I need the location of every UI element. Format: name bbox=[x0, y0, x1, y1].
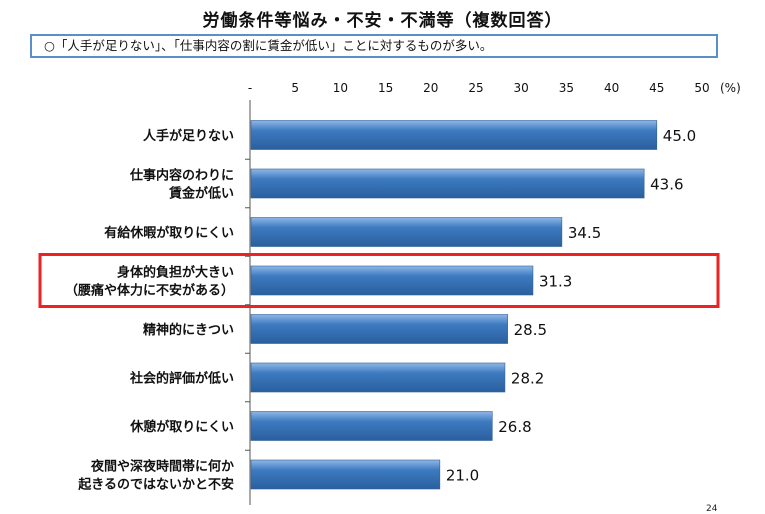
x-tick-label: 15 bbox=[378, 81, 393, 95]
x-tick-label: 10 bbox=[333, 81, 348, 95]
bar bbox=[250, 459, 441, 490]
category-label: 賃金が低い bbox=[168, 186, 234, 202]
highlight-box bbox=[38, 253, 720, 308]
category-label: 起きるのではないかと不安 bbox=[77, 477, 234, 493]
bar-value-label: 43.6 bbox=[650, 176, 683, 194]
x-tick-label: 40 bbox=[604, 81, 619, 95]
bar-value-label: 26.8 bbox=[498, 418, 531, 436]
category-label: 夜間や深夜時間帯に何か bbox=[90, 459, 234, 475]
category-label: 人手が足りない bbox=[143, 128, 234, 144]
x-tick-label: 30 bbox=[514, 81, 529, 95]
category-label: 精神的にきつい bbox=[143, 322, 234, 338]
bar bbox=[250, 411, 493, 441]
bar bbox=[250, 314, 508, 344]
x-tick-label: 5 bbox=[291, 81, 299, 95]
x-tick-label: 20 bbox=[423, 81, 438, 95]
bar-value-label: 34.5 bbox=[568, 224, 601, 242]
bar-value-label: 21.0 bbox=[446, 467, 479, 485]
bar-value-label: 28.5 bbox=[514, 321, 547, 339]
x-tick-label: 50 bbox=[694, 81, 709, 95]
bar bbox=[250, 265, 534, 296]
x-axis-unit-label: (%) bbox=[720, 81, 741, 95]
x-tick-label: - bbox=[248, 81, 252, 95]
category-label: 休憩が取りにくい bbox=[129, 419, 234, 435]
x-tick-label: 35 bbox=[559, 81, 574, 95]
x-tick-label: 25 bbox=[468, 81, 483, 95]
bar bbox=[250, 362, 506, 393]
bar-value-label: 45.0 bbox=[663, 127, 696, 145]
bar bbox=[250, 217, 563, 247]
category-label: 社会的評価が低い bbox=[129, 371, 234, 387]
category-label: 身体的負担が大きい bbox=[117, 265, 234, 281]
category-label: （腰痛や体力に不安がある） bbox=[65, 283, 234, 299]
category-label: 有給休暇が取りにくい bbox=[104, 225, 234, 241]
category-label: 仕事内容のわりに bbox=[129, 168, 234, 184]
bar bbox=[250, 168, 645, 199]
x-tick-label: 45 bbox=[649, 81, 664, 95]
summary-note: ○「人手が足りない」、「仕事内容の割に賃金が低い」ことに対するものが多い。 bbox=[30, 34, 718, 58]
bar-value-label: 31.3 bbox=[539, 273, 572, 291]
page-number: 24 bbox=[706, 504, 718, 514]
bar bbox=[250, 120, 658, 150]
chart-title: 労働条件等悩み・不安・不満等（複数回答） bbox=[202, 11, 563, 31]
bar-value-label: 28.2 bbox=[511, 370, 544, 388]
summary-note-text: ○「人手が足りない」、「仕事内容の割に賃金が低い」ことに対するものが多い。 bbox=[44, 38, 493, 53]
